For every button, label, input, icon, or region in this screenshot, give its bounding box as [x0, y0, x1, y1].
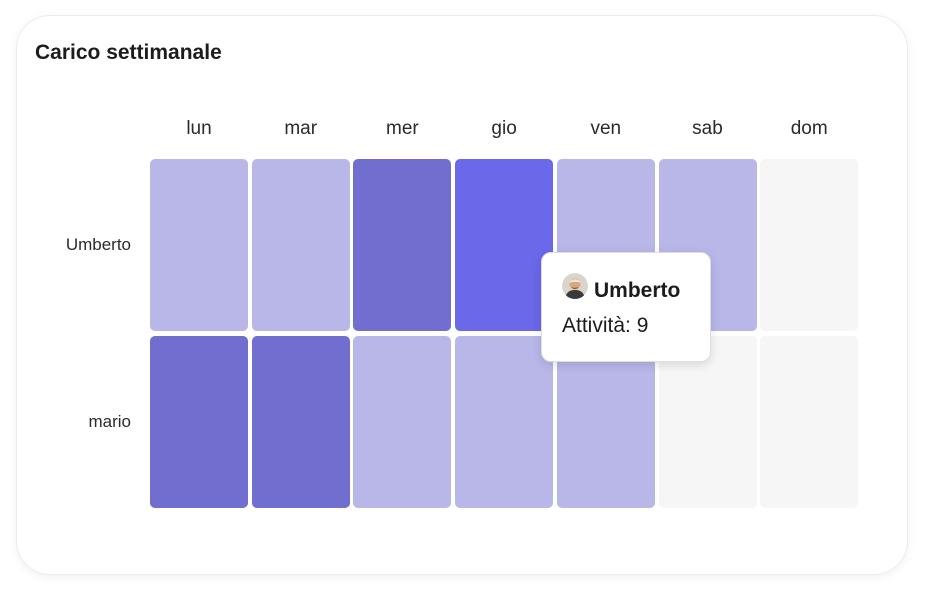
heatmap-cell-mario-dom[interactable] [760, 335, 859, 508]
x-tick-label-gio: gio [491, 118, 517, 139]
x-tick-label-dom: dom [790, 118, 828, 139]
y-tick-label-mario: mario [88, 411, 131, 431]
heatmap-cell-mario-lun[interactable] [150, 335, 248, 508]
tooltip-value: Attività: 9 [562, 314, 649, 337]
heatmap-cell-mario-ven[interactable] [556, 335, 655, 508]
heatmap-cell-umberto-dom[interactable] [760, 159, 859, 331]
heatmap-cell-mario-sab[interactable] [658, 335, 757, 508]
heatmap-cell-umberto-lun[interactable] [150, 159, 248, 331]
user-avatar-icon [562, 273, 588, 299]
heatmap-cell-umberto-mer[interactable] [353, 159, 452, 331]
y-tick-label-umberto: Umberto [65, 235, 131, 254]
heatmap-cell-umberto-gio[interactable] [455, 159, 554, 331]
x-tick-label-mar: mar [284, 118, 318, 139]
x-tick-label-ven: ven [590, 118, 622, 139]
heatmap-cell-mario-mar[interactable] [251, 335, 350, 508]
heatmap-cell-mario-gio[interactable] [455, 335, 554, 508]
x-tick-label-mer: mer [386, 118, 419, 139]
x-tick-label-sab: sab [692, 118, 723, 139]
tooltip-name: Umberto [594, 279, 681, 302]
heatmap-cell-umberto-mar[interactable] [251, 159, 350, 331]
tooltip: Umberto Attività: 9 [541, 252, 711, 362]
x-tick-label-lun: lun [186, 118, 212, 139]
heatmap-cell-mario-mer[interactable] [353, 335, 452, 508]
chart-title: Carico settimanale [35, 41, 222, 64]
